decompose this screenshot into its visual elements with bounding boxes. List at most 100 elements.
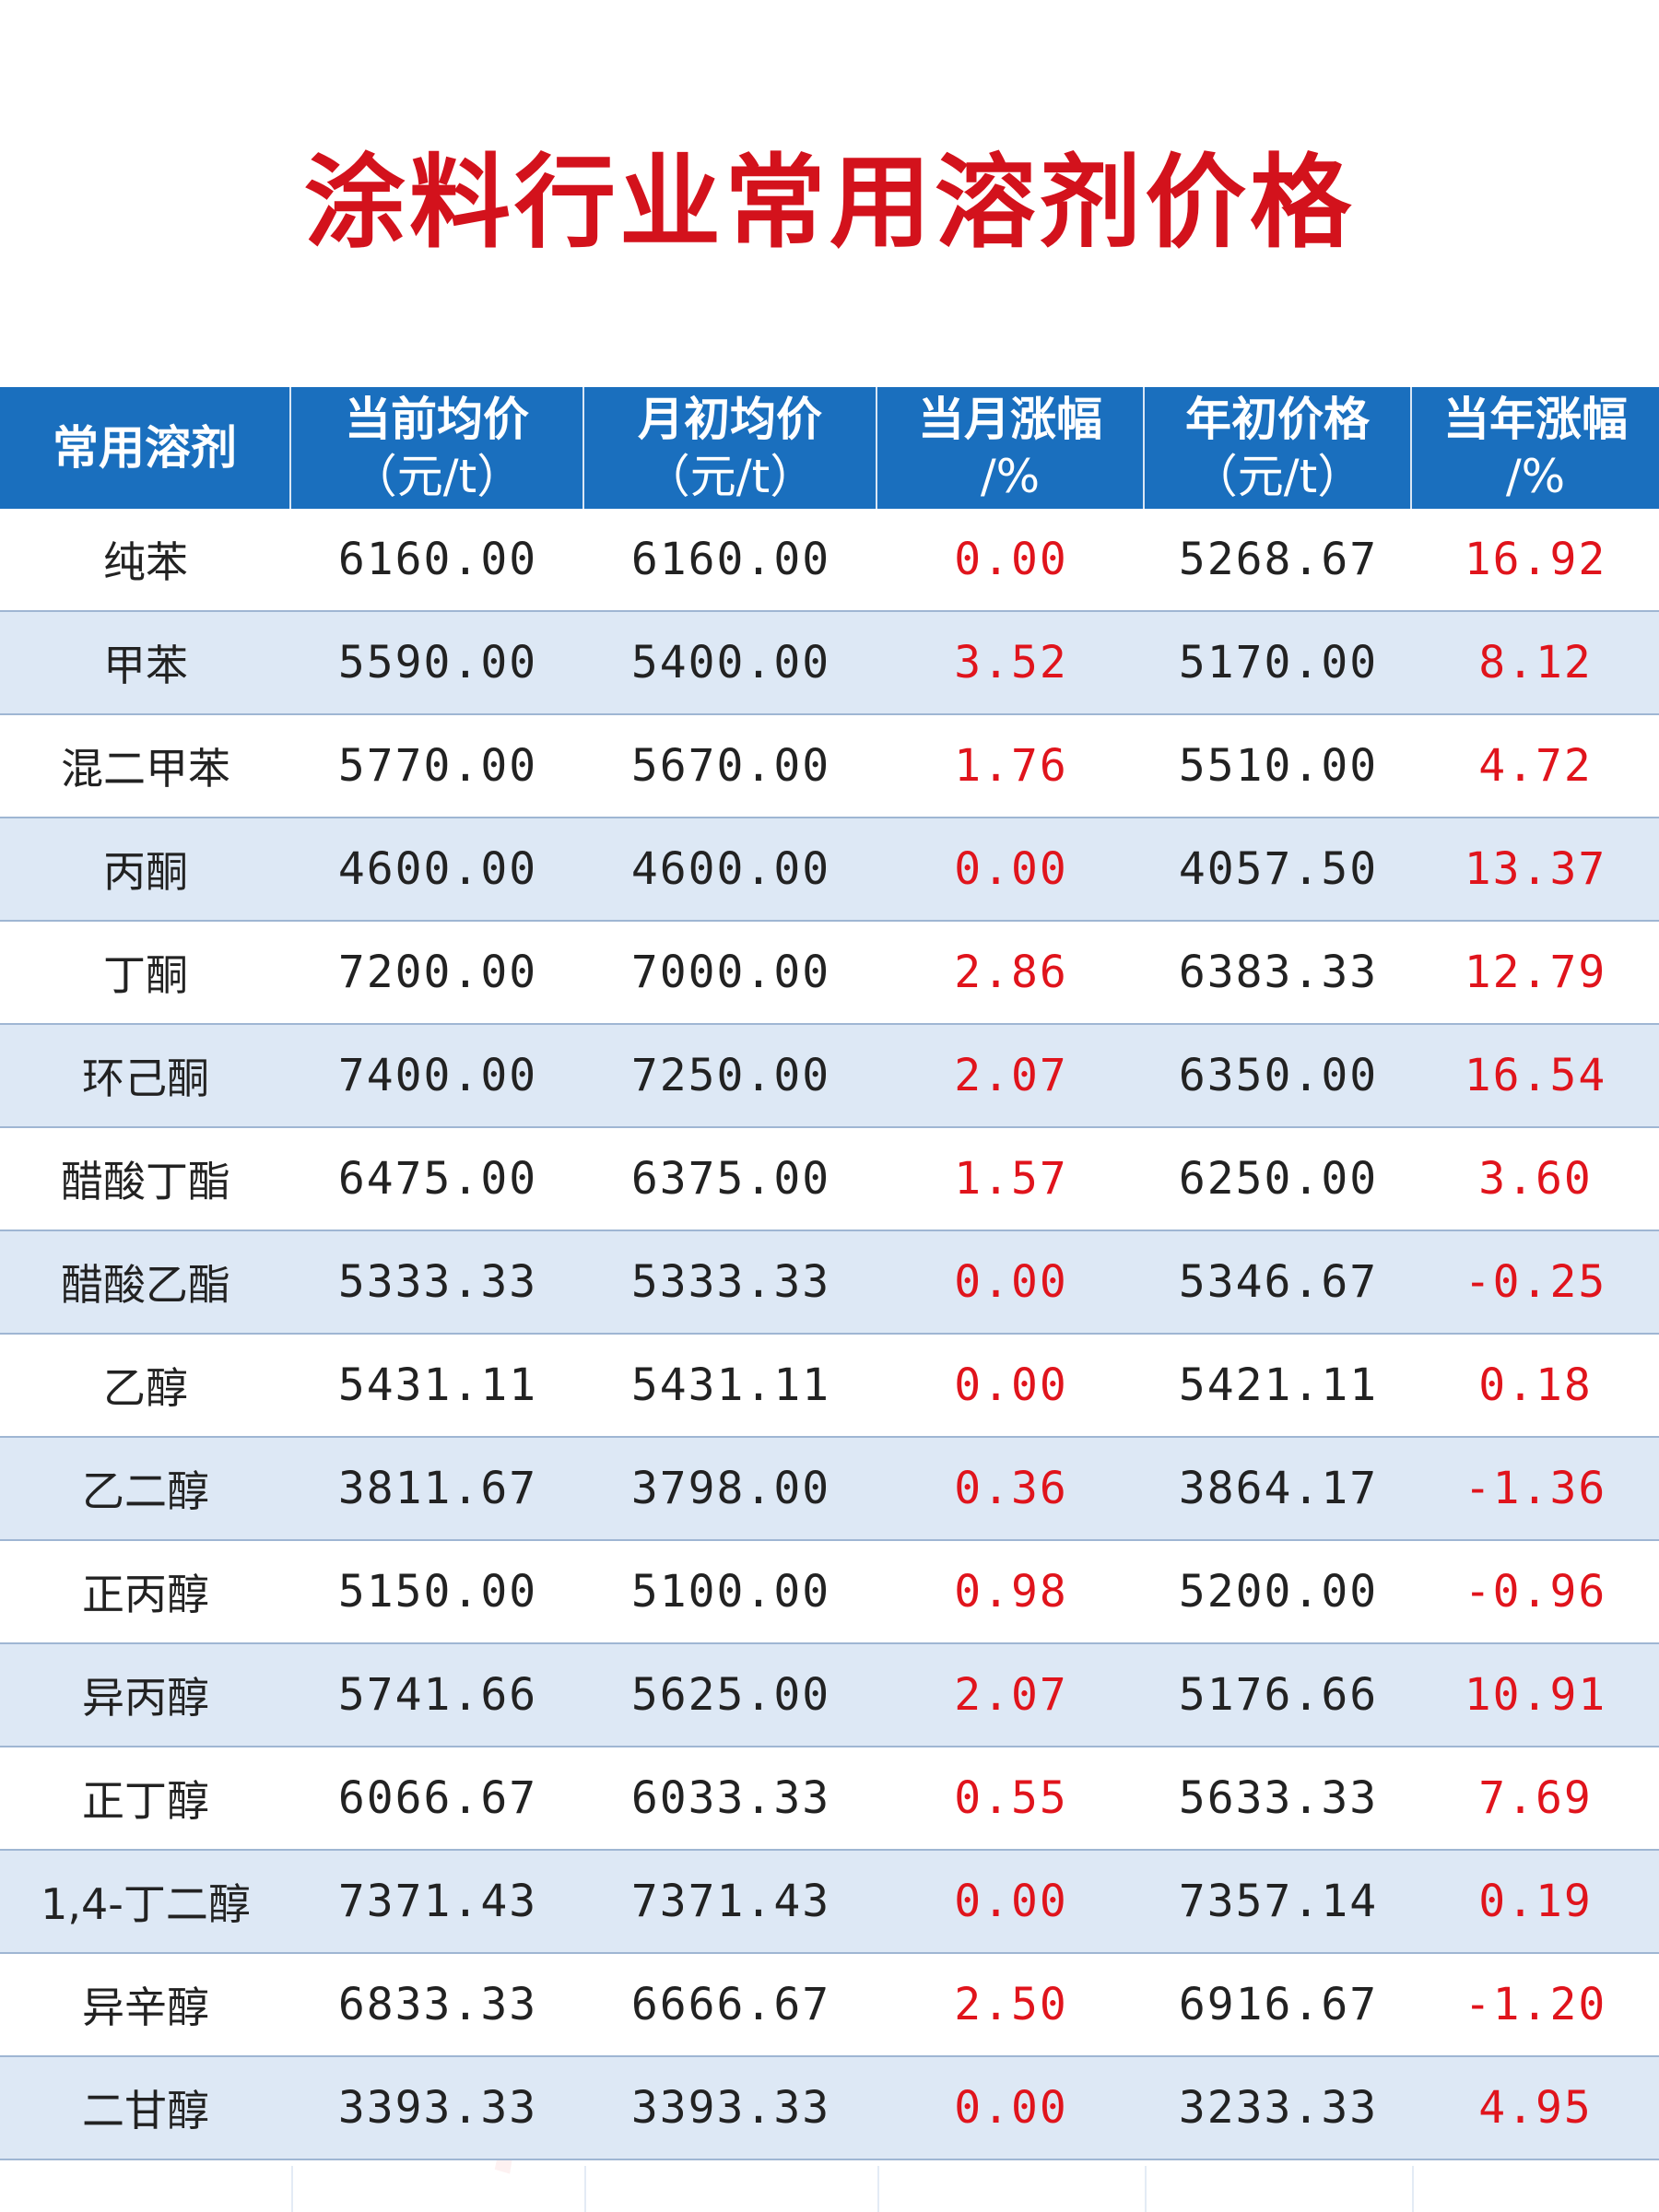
- header-unit: /%: [1505, 450, 1566, 503]
- cell-year-start-price: 3864.17: [1178, 1463, 1379, 1514]
- cell-year-start-price: 5268.67: [1178, 534, 1379, 585]
- cell-month-change: 2.07: [954, 1050, 1068, 1101]
- cell-solvent-name: 混二甲苯: [61, 744, 230, 794]
- cell-month-start-price: 7250.00: [630, 1050, 831, 1101]
- cell-month-change: 0.36: [954, 1463, 1068, 1514]
- header-line: 当月涨幅: [918, 393, 1102, 446]
- cell-current-price: 5150.00: [337, 1566, 538, 1618]
- cell-year-change: 8.12: [1478, 637, 1593, 688]
- table-row: 丁酮 7200.00 7000.00 2.86 6383.33 12.79: [0, 922, 1659, 1025]
- header-unit: （元/t）: [350, 450, 524, 503]
- cell-month-start-price: 6033.33: [630, 1772, 831, 1824]
- cell-year-start-price: 4057.50: [1178, 843, 1379, 895]
- cell-current-price: 6833.33: [337, 1979, 538, 2030]
- cell-month-start-price: 5625.00: [630, 1669, 831, 1721]
- table-row: 异辛醇 6833.33 6666.67 2.50 6916.67 -1.20: [0, 1954, 1659, 2057]
- cell-year-change: 16.54: [1464, 1050, 1607, 1101]
- table-row: 环己酮 7400.00 7250.00 2.07 6350.00 16.54: [0, 1025, 1659, 1128]
- cell-month-change: 0.00: [954, 2082, 1068, 2134]
- table-row: 二甘醇 3393.33 3393.33 0.00 3233.33 4.95: [0, 2057, 1659, 2160]
- header-unit: （元/t）: [643, 450, 817, 503]
- page-title: 涂料行业常用溶剂价格: [304, 144, 1355, 262]
- cell-year-change: 12.79: [1464, 947, 1607, 998]
- cell-solvent-name: 丁酮: [103, 950, 188, 1000]
- cell-month-change: 0.00: [954, 1876, 1068, 1927]
- cell-month-start-price: 3798.00: [630, 1463, 831, 1514]
- cell-month-change: 2.07: [954, 1669, 1068, 1721]
- cell-year-change: 7.69: [1478, 1772, 1593, 1824]
- table-row: 甲苯 5590.00 5400.00 3.52 5170.00 8.12: [0, 612, 1659, 715]
- header-unit: /%: [980, 450, 1041, 503]
- cell-current-price: 5431.11: [337, 1359, 538, 1411]
- header-unit: （元/t）: [1191, 450, 1364, 503]
- cell-month-change: 0.00: [954, 534, 1068, 585]
- table-header: 常用溶剂 当前均价 （元/t） 月初均价 （元/t） 当月涨幅 /% 年初价格 …: [0, 387, 1659, 509]
- cell-solvent-name: 环己酮: [82, 1053, 209, 1103]
- cell-solvent-name: 1,4-丁二醇: [41, 1879, 251, 1929]
- cell-current-price: 5770.00: [337, 740, 538, 792]
- cell-solvent-name: 纯苯: [103, 537, 188, 587]
- cell-year-start-price: 3233.33: [1178, 2082, 1379, 2134]
- cell-current-price: 4600.00: [337, 843, 538, 895]
- cell-month-start-price: 6375.00: [630, 1153, 831, 1205]
- cell-solvent-name: 二甘醇: [82, 2086, 209, 2136]
- cell-year-start-price: 5633.33: [1178, 1772, 1379, 1824]
- cell-solvent-name: 正丙醇: [82, 1570, 209, 1619]
- cell-month-start-price: 6160.00: [630, 534, 831, 585]
- cell-month-start-price: 3393.33: [630, 2082, 831, 2134]
- table-row: 正丁醇 6066.67 6033.33 0.55 5633.33 7.69: [0, 1747, 1659, 1851]
- cell-year-change: -0.25: [1464, 1256, 1607, 1308]
- cell-year-change: 16.92: [1464, 534, 1607, 585]
- cell-solvent-name: 异丙醇: [82, 1673, 209, 1723]
- cell-solvent-name: 醋酸丁酯: [61, 1157, 230, 1206]
- cell-current-price: 5741.66: [337, 1669, 538, 1721]
- cell-month-start-price: 5333.33: [630, 1256, 831, 1308]
- cell-year-start-price: 6383.33: [1178, 947, 1379, 998]
- cell-current-price: 7200.00: [337, 947, 538, 998]
- table-row: 醋酸乙酯 5333.33 5333.33 0.00 5346.67 -0.25: [0, 1231, 1659, 1335]
- cell-month-start-price: 4600.00: [630, 843, 831, 895]
- cell-year-start-price: 6916.67: [1178, 1979, 1379, 2030]
- header-year-start-price: 年初价格 （元/t）: [1145, 387, 1412, 509]
- header-line: 年初价格: [1185, 393, 1370, 446]
- cell-current-price: 6066.67: [337, 1772, 538, 1824]
- table-row: 纯苯 6160.00 6160.00 0.00 5268.67 16.92: [0, 509, 1659, 612]
- cell-current-price: 7371.43: [337, 1876, 538, 1927]
- cell-month-change: 0.00: [954, 1359, 1068, 1411]
- header-solvent: 常用溶剂: [0, 387, 291, 509]
- table-row: 丙酮 4600.00 4600.00 0.00 4057.50 13.37: [0, 818, 1659, 922]
- cell-month-change: 2.86: [954, 947, 1068, 998]
- cell-month-start-price: 6666.67: [630, 1979, 831, 2030]
- cell-current-price: 3811.67: [337, 1463, 538, 1514]
- header-line: 当前均价: [345, 393, 529, 446]
- header-current-price: 当前均价 （元/t）: [291, 387, 584, 509]
- table-footer-gridlines: [0, 2166, 1659, 2212]
- table-row: 乙二醇 3811.67 3798.00 0.36 3864.17 -1.36: [0, 1438, 1659, 1541]
- cell-year-change: 4.72: [1478, 740, 1593, 792]
- cell-year-change: -1.20: [1464, 1979, 1607, 2030]
- cell-current-price: 5333.33: [337, 1256, 538, 1308]
- cell-month-start-price: 5400.00: [630, 637, 831, 688]
- cell-month-start-price: 7000.00: [630, 947, 831, 998]
- cell-year-change: 10.91: [1464, 1669, 1607, 1721]
- cell-month-start-price: 7371.43: [630, 1876, 831, 1927]
- cell-year-change: -1.36: [1464, 1463, 1607, 1514]
- header-line: 常用溶剂: [53, 421, 237, 475]
- cell-month-start-price: 5431.11: [630, 1359, 831, 1411]
- cell-solvent-name: 异辛醇: [82, 1983, 209, 2032]
- cell-year-start-price: 5176.66: [1178, 1669, 1379, 1721]
- cell-solvent-name: 甲苯: [103, 641, 188, 690]
- cell-solvent-name: 醋酸乙酯: [61, 1260, 230, 1310]
- cell-current-price: 6160.00: [337, 534, 538, 585]
- cell-current-price: 3393.33: [337, 2082, 538, 2134]
- cell-year-start-price: 5170.00: [1178, 637, 1379, 688]
- cell-month-start-price: 5100.00: [630, 1566, 831, 1618]
- cell-year-start-price: 6250.00: [1178, 1153, 1379, 1205]
- cell-year-change: 0.19: [1478, 1876, 1593, 1927]
- cell-solvent-name: 丙酮: [103, 847, 188, 897]
- cell-year-start-price: 7357.14: [1178, 1876, 1379, 1927]
- cell-year-change: -0.96: [1464, 1566, 1607, 1618]
- cell-year-change: 3.60: [1478, 1153, 1593, 1205]
- cell-solvent-name: 乙醇: [103, 1363, 188, 1413]
- cell-current-price: 7400.00: [337, 1050, 538, 1101]
